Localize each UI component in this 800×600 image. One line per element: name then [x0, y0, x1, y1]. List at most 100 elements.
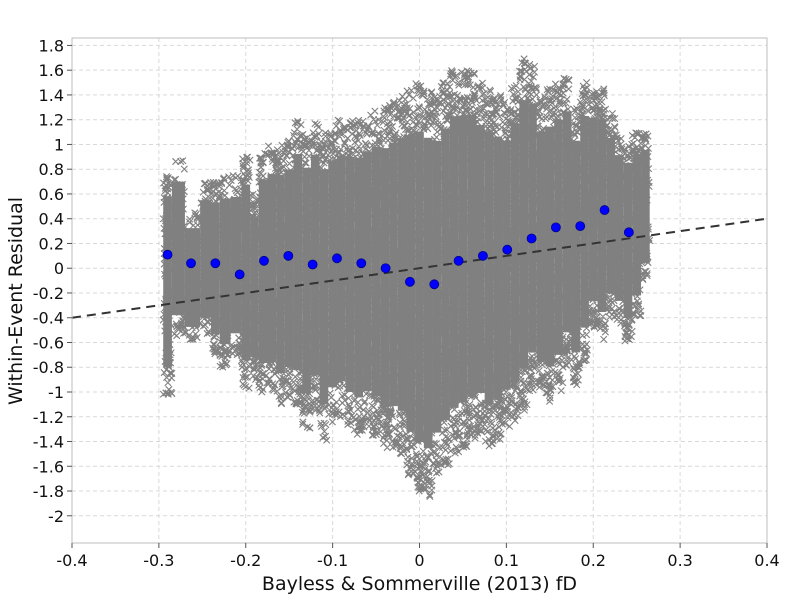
binned-mean-point: [550, 222, 561, 233]
residual-dense-band: [467, 114, 476, 397]
x-tick-label: -0.4: [56, 551, 87, 570]
binned-mean-point: [162, 249, 173, 260]
residual-dense-band: [345, 156, 355, 392]
residual-dense-band: [328, 161, 337, 388]
residual-dense-band: [276, 175, 285, 374]
binned-mean-point: [575, 221, 586, 232]
y-tick-label: -2: [48, 507, 64, 526]
y-tick-label: -1.4: [33, 433, 64, 452]
residual-dense-band: [200, 200, 211, 318]
residual-column: [298, 130, 315, 432]
residual-column: [420, 87, 436, 500]
residual-column: [181, 209, 204, 343]
residual-dense-band: [258, 179, 268, 364]
binned-mean-point: [186, 258, 196, 269]
residual-column: [437, 79, 454, 469]
residual-dense-band: [380, 148, 390, 407]
residual-dense-band: [267, 174, 277, 363]
y-tick-label: 1.8: [39, 36, 64, 55]
residual-dense-band: [415, 131, 424, 442]
residual-dense-band: [554, 119, 563, 355]
trend-line-group: [71, 217, 768, 319]
residual-column: [316, 129, 332, 444]
residual-dense-band: [230, 196, 242, 334]
residual-column: [524, 60, 541, 395]
binned-mean-point: [478, 250, 488, 261]
binned-mean-point: [283, 250, 294, 261]
residual-column: [281, 137, 298, 401]
residual-dense-band: [528, 103, 537, 353]
residual-dense-band: [484, 131, 494, 405]
residual-dense-band: [371, 146, 381, 396]
residual-column: [359, 111, 376, 431]
residual-dense-band: [632, 154, 642, 296]
x-tick-label: 0.1: [494, 551, 519, 570]
binned-mean-point: [332, 253, 342, 264]
residual-dense-band: [171, 181, 185, 316]
residual-dense-band: [562, 111, 572, 333]
residual-dense-band: [641, 149, 650, 263]
binned-mean-point: [599, 205, 610, 215]
residual-column: [368, 107, 384, 439]
binned-mean-point: [234, 269, 245, 280]
residual-dense-band: [397, 138, 407, 411]
residual-dense-band: [502, 140, 511, 390]
y-tick-label: -1: [48, 383, 64, 402]
residual-dense-band: [241, 184, 251, 361]
residual-dense-band: [423, 137, 433, 449]
binned-mean-point: [526, 233, 537, 244]
y-tick-label: 0.2: [39, 234, 64, 253]
residual-dense-band: [597, 119, 607, 313]
residual-dense-band: [211, 202, 220, 335]
residual-dense-band: [363, 151, 372, 392]
residual-dense-band: [219, 198, 231, 345]
y-tick-label: -0.4: [33, 309, 64, 328]
y-tick-label: -0.2: [33, 284, 64, 303]
y-tick-label: 0.8: [39, 160, 64, 179]
x-tick-label: 0.3: [667, 551, 692, 570]
x-tick-label: 0: [414, 551, 424, 570]
residual-column: [594, 85, 610, 343]
y-tick-label: -0.6: [33, 333, 64, 352]
residual-dense-band: [284, 169, 294, 367]
binned-mean-point: [356, 258, 367, 269]
binned-mean-point: [259, 255, 269, 266]
binned-mean-point: [429, 279, 440, 290]
binned-mean-point: [210, 258, 221, 269]
binned-mean-point: [307, 259, 318, 270]
residual-dense-band: [250, 216, 259, 358]
residual-dense-band: [336, 155, 346, 382]
residual-dense-band: [519, 100, 529, 369]
binned-mean-point: [623, 227, 634, 238]
residual-column: [255, 149, 271, 396]
y-tick-label: -1.6: [33, 457, 64, 476]
y-axis-ticks: 1.8 1.6 1.4 1.2 1 0.8 0.6 0.4 0.2 0 -0.2 -0.4 -0.6 -0…: [33, 36, 72, 526]
residual-dense-band: [588, 117, 598, 302]
y-tick-label: 1.4: [39, 86, 64, 105]
residual-dense-band: [184, 228, 201, 327]
trend-line: [71, 217, 768, 319]
residual-dense-band: [623, 162, 633, 318]
residual-dense-band: [493, 136, 503, 400]
residual-column: [216, 173, 234, 371]
residual-column: [394, 92, 410, 458]
binned-mean-point: [453, 255, 464, 266]
residual-column: [602, 110, 619, 321]
residual-dense-band: [614, 155, 624, 301]
residual-column: [550, 80, 567, 395]
residual-column: [272, 141, 289, 408]
residual-dense-band: [580, 115, 589, 328]
x-tick-label: -0.3: [143, 551, 174, 570]
residual-dense-band: [571, 140, 581, 353]
y-tick-label: 1.6: [39, 61, 64, 80]
residual-column: [576, 79, 593, 365]
y-tick-label: 0: [54, 259, 64, 278]
y-tick-label: -0.8: [33, 358, 64, 377]
residual-column: [227, 172, 245, 359]
residual-dense-band: [302, 167, 311, 394]
binned-mean-point: [380, 263, 391, 274]
y-tick-label: 1: [54, 135, 64, 154]
residual-dense-band: [293, 153, 303, 371]
residual-column: [541, 85, 558, 405]
